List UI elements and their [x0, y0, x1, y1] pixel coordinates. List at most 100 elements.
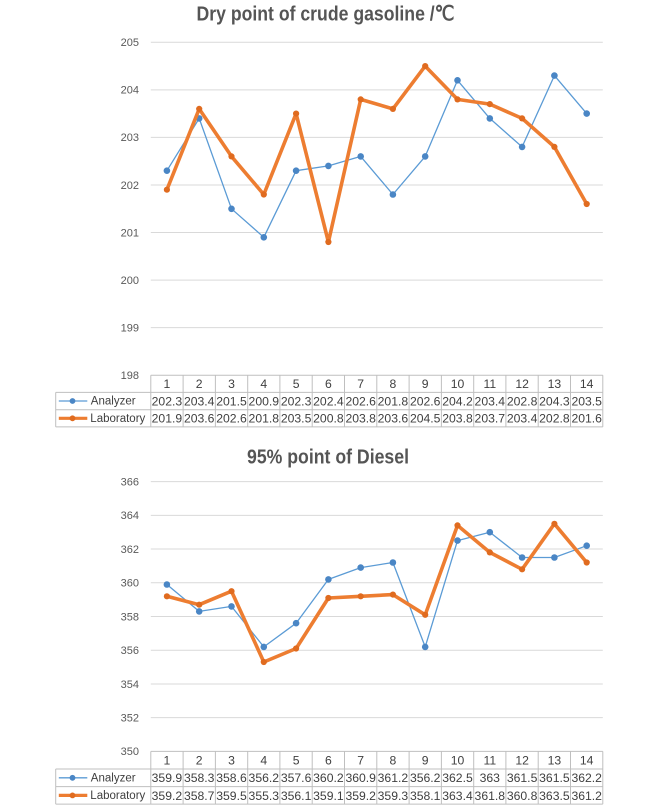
svg-text:203.5: 203.5 — [281, 412, 312, 426]
svg-text:10: 10 — [451, 377, 465, 391]
svg-text:202.6: 202.6 — [345, 394, 376, 408]
svg-text:3: 3 — [228, 754, 235, 768]
svg-text:204.5: 204.5 — [410, 412, 441, 426]
svg-text:203.4: 203.4 — [475, 394, 506, 408]
svg-text:203.8: 203.8 — [345, 412, 376, 426]
svg-text:12: 12 — [515, 377, 529, 391]
svg-text:13: 13 — [548, 754, 562, 768]
svg-text:Laboratory: Laboratory — [90, 413, 145, 425]
svg-text:201.8: 201.8 — [249, 412, 280, 426]
svg-text:203.5: 203.5 — [571, 394, 602, 408]
svg-text:6: 6 — [325, 754, 332, 768]
svg-text:358: 358 — [121, 611, 139, 623]
svg-text:358.3: 358.3 — [184, 771, 215, 785]
svg-text:362.2: 362.2 — [571, 771, 602, 785]
svg-text:11: 11 — [483, 754, 496, 768]
svg-text:Laboratory: Laboratory — [90, 790, 145, 802]
svg-text:201: 201 — [121, 227, 139, 239]
svg-text:3: 3 — [228, 377, 235, 391]
svg-text:9: 9 — [422, 754, 429, 768]
svg-text:361.5: 361.5 — [539, 771, 570, 785]
svg-text:9: 9 — [422, 377, 429, 391]
svg-text:10: 10 — [451, 754, 465, 768]
svg-text:360.8: 360.8 — [507, 789, 538, 803]
svg-text:11: 11 — [483, 377, 496, 391]
svg-text:2: 2 — [196, 754, 203, 768]
svg-text:12: 12 — [515, 754, 529, 768]
svg-text:356.1: 356.1 — [281, 789, 312, 803]
svg-text:359.9: 359.9 — [152, 771, 183, 785]
svg-text:359.2: 359.2 — [152, 789, 183, 803]
svg-text:356.2: 356.2 — [410, 771, 441, 785]
svg-text:362: 362 — [121, 544, 139, 556]
svg-text:201.5: 201.5 — [216, 394, 247, 408]
svg-text:6: 6 — [325, 377, 332, 391]
svg-text:202: 202 — [121, 180, 139, 192]
svg-text:203.6: 203.6 — [378, 412, 409, 426]
svg-text:4: 4 — [260, 377, 267, 391]
svg-text:7: 7 — [357, 377, 364, 391]
svg-text:352: 352 — [121, 713, 139, 725]
svg-text:360: 360 — [121, 578, 139, 590]
svg-text:360.2: 360.2 — [313, 771, 344, 785]
svg-text:13: 13 — [548, 377, 562, 391]
svg-text:361.5: 361.5 — [507, 771, 538, 785]
svg-text:361.2: 361.2 — [571, 789, 602, 803]
svg-text:202.3: 202.3 — [281, 394, 312, 408]
svg-text:203.4: 203.4 — [184, 394, 215, 408]
svg-text:95% point of Diesel: 95% point of Diesel — [247, 446, 409, 469]
svg-text:14: 14 — [580, 377, 594, 391]
svg-text:2: 2 — [196, 377, 203, 391]
svg-text:364: 364 — [121, 510, 139, 522]
svg-text:203.8: 203.8 — [442, 412, 473, 426]
svg-text:199: 199 — [121, 322, 139, 334]
svg-text:1: 1 — [164, 377, 171, 391]
svg-text:200.8: 200.8 — [313, 412, 344, 426]
svg-text:358.1: 358.1 — [410, 789, 441, 803]
svg-text:202.4: 202.4 — [313, 394, 344, 408]
svg-text:204.2: 204.2 — [442, 394, 473, 408]
svg-text:198: 198 — [121, 370, 139, 382]
svg-text:204.3: 204.3 — [539, 394, 570, 408]
svg-text:350: 350 — [121, 746, 139, 758]
svg-text:Analyzer: Analyzer — [91, 772, 136, 784]
svg-text:363: 363 — [480, 771, 501, 785]
svg-text:361.2: 361.2 — [378, 771, 409, 785]
svg-text:202.6: 202.6 — [410, 394, 441, 408]
svg-text:359.3: 359.3 — [378, 789, 409, 803]
svg-text:4: 4 — [260, 754, 267, 768]
svg-text:355.3: 355.3 — [249, 789, 280, 803]
svg-text:362.5: 362.5 — [442, 771, 473, 785]
svg-text:201.6: 201.6 — [571, 412, 602, 426]
svg-text:358.6: 358.6 — [216, 771, 247, 785]
svg-text:1: 1 — [164, 754, 171, 768]
svg-text:361.8: 361.8 — [475, 789, 506, 803]
svg-text:363.4: 363.4 — [442, 789, 473, 803]
svg-text:14: 14 — [580, 754, 594, 768]
svg-text:201.8: 201.8 — [378, 394, 409, 408]
svg-text:359.2: 359.2 — [345, 789, 376, 803]
svg-text:202.8: 202.8 — [507, 394, 538, 408]
svg-text:202.3: 202.3 — [152, 394, 183, 408]
svg-text:8: 8 — [390, 754, 397, 768]
svg-text:5: 5 — [293, 754, 300, 768]
svg-text:205: 205 — [121, 37, 139, 49]
svg-text:200: 200 — [121, 275, 139, 287]
svg-text:204: 204 — [121, 85, 139, 97]
svg-text:203: 203 — [121, 132, 139, 144]
svg-text:357.6: 357.6 — [281, 771, 312, 785]
svg-text:8: 8 — [390, 377, 397, 391]
svg-text:363.5: 363.5 — [539, 789, 570, 803]
svg-text:202.6: 202.6 — [216, 412, 247, 426]
svg-text:201.9: 201.9 — [152, 412, 183, 426]
svg-text:366: 366 — [121, 476, 139, 488]
svg-text:359.1: 359.1 — [313, 789, 344, 803]
svg-text:5: 5 — [293, 377, 300, 391]
svg-text:358.7: 358.7 — [184, 789, 215, 803]
svg-text:360.9: 360.9 — [345, 771, 376, 785]
svg-text:356.2: 356.2 — [249, 771, 280, 785]
svg-text:Dry point of crude gasoline /℃: Dry point of crude gasoline /℃ — [197, 3, 455, 26]
svg-text:356: 356 — [121, 645, 139, 657]
svg-text:200.9: 200.9 — [249, 394, 280, 408]
svg-text:203.7: 203.7 — [475, 412, 506, 426]
